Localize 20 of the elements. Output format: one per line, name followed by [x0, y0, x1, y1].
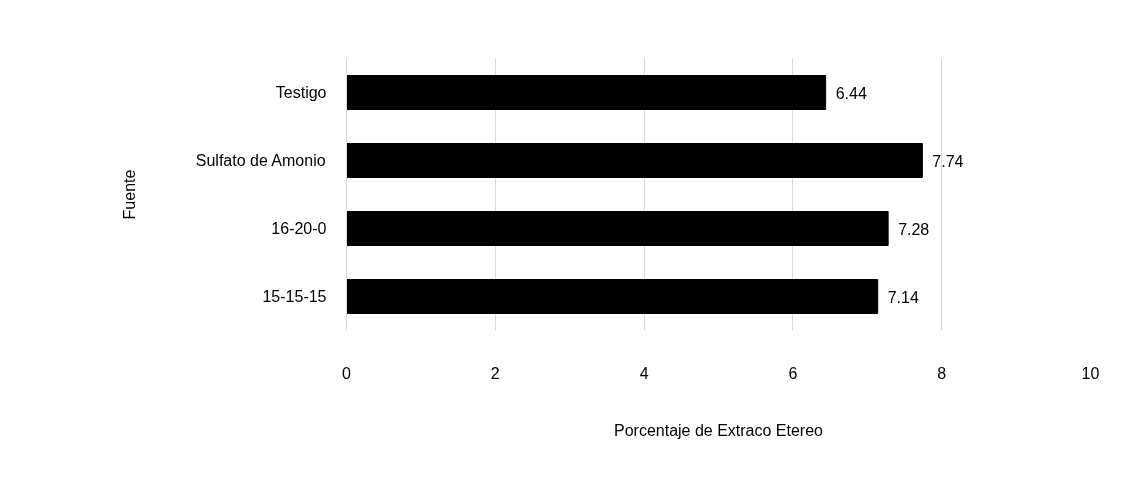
x-tick-label: 6: [788, 364, 798, 382]
x-tick-label: 4: [639, 364, 649, 382]
y-tick-label: 16-20-0: [271, 220, 327, 237]
y-tick-label: Testigo: [275, 84, 327, 101]
x-tick-label: 2: [490, 364, 500, 382]
bar: [346, 211, 889, 246]
data-label: 7.14: [887, 288, 919, 306]
x-tick-label: 10: [1081, 364, 1100, 382]
bar: [346, 279, 879, 314]
y-axis-title: Fuente: [120, 169, 138, 220]
y-tick-label: 15-15-15: [262, 288, 327, 305]
data-label: 7.28: [898, 220, 930, 238]
x-tick-label: 8: [937, 364, 947, 382]
data-label: 6.44: [835, 84, 867, 102]
y-tick-label: Sulfato de Amonio: [195, 152, 326, 169]
bar: [346, 75, 827, 110]
x-tick-label: 0: [342, 364, 352, 382]
data-label: 7.74: [932, 152, 964, 170]
bar: [346, 143, 923, 178]
x-axis-title: Porcentaje de Extraco Etereo: [614, 421, 824, 439]
